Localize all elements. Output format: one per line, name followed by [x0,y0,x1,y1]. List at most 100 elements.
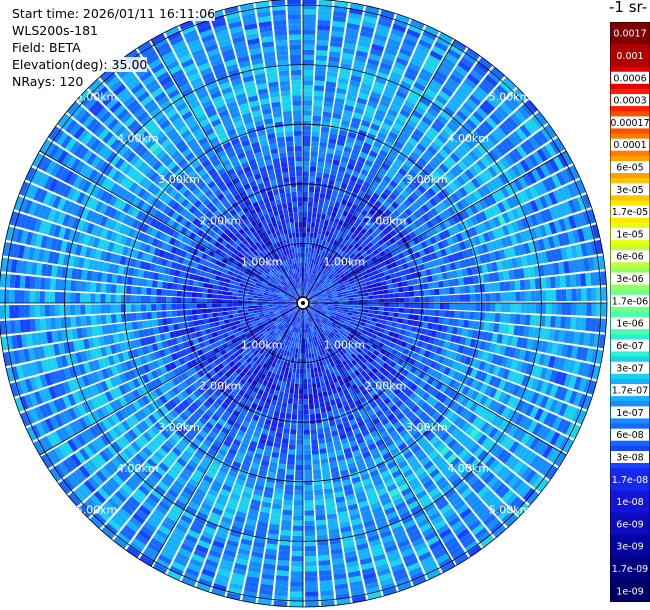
backscatter-cell [518,325,525,337]
backscatter-cell [396,239,404,247]
backscatter-cell [368,128,378,136]
backscatter-cell [556,343,564,356]
backscatter-cell [554,371,563,385]
backscatter-cell [484,373,493,385]
backscatter-cell [385,240,392,248]
backscatter-cell [353,249,360,256]
backscatter-cell [378,294,384,299]
backscatter-cell [566,288,572,302]
backscatter-cell [316,423,323,429]
backscatter-cell [304,282,306,288]
backscatter-cell [484,385,493,396]
backscatter-cell [364,265,371,271]
backscatter-cell [418,380,427,389]
backscatter-cell [400,341,408,348]
backscatter-cell [543,354,551,367]
backscatter-cell [346,212,353,220]
backscatter-cell [501,356,509,368]
backscatter-cell [356,45,370,53]
backscatter-cell [471,329,479,339]
backscatter-cell [448,516,461,528]
backscatter-cell [315,311,320,315]
backscatter-cell [366,385,374,393]
backscatter-cell [357,40,371,48]
backscatter-cell [563,438,574,454]
backscatter-cell [297,429,303,435]
backscatter-cell [428,245,436,253]
backscatter-cell [397,113,408,123]
backscatter-cell [425,268,432,276]
backscatter-cell [484,253,491,263]
backscatter-cell [413,284,419,291]
backscatter-cell [423,460,434,471]
backscatter-cell [350,261,356,267]
backscatter-cell [394,197,403,206]
backscatter-cell [310,268,314,274]
backscatter-cell [308,191,314,198]
backscatter-cell [313,303,319,305]
backscatter-cell [391,337,398,344]
backscatter-cell [566,183,577,198]
backscatter-cell [372,330,379,336]
backscatter-cell [346,314,352,319]
backscatter-cell [387,316,394,322]
backscatter-cell [320,234,325,241]
backscatter-cell [337,134,347,142]
backscatter-cell [428,316,434,323]
backscatter-cell [369,48,383,57]
backscatter-cell [418,249,426,257]
backscatter-cell [503,324,510,334]
backscatter-cell [292,525,303,531]
backscatter-cell [338,237,344,244]
backscatter-cell [435,331,442,339]
backscatter-cell [303,211,308,217]
backscatter-cell [492,228,501,239]
backscatter-cell [530,392,540,405]
backscatter-cell [452,224,460,234]
backscatter-cell [460,172,471,183]
backscatter-cell [401,385,410,394]
backscatter-cell [393,421,402,430]
backscatter-cell [326,71,338,78]
backscatter-cell [525,376,535,389]
backscatter-cell [322,297,328,300]
backscatter-cell [388,288,394,294]
backscatter-cell [282,397,288,404]
backscatter-cell [394,327,401,334]
backscatter-cell [494,176,504,188]
backscatter-cell [294,490,303,496]
backscatter-cell [399,150,410,159]
backscatter-cell [565,274,572,288]
backscatter-cell [309,166,317,172]
backscatter-cell [492,365,501,376]
backscatter-cell [601,303,607,317]
backscatter-cell [438,339,445,348]
backscatter-cell [559,372,568,386]
backscatter-cell [311,131,320,137]
backscatter-cell [374,200,382,208]
backscatter-cell [310,315,314,321]
backscatter-cell [316,277,321,283]
backscatter-cell [548,329,555,341]
backscatter-cell [378,149,388,158]
backscatter-cell [339,273,346,278]
backscatter-cell [303,389,308,395]
backscatter-cell [306,237,310,243]
backscatter-cell [539,367,548,380]
backscatter-cell [446,237,454,246]
backscatter-cell [374,227,382,235]
backscatter-cell [551,174,562,188]
backscatter-cell [417,452,428,462]
backscatter-cell [529,454,541,469]
backscatter-cell [420,356,428,365]
backscatter-cell [556,418,567,433]
backscatter-cell [465,455,477,467]
backscatter-cell [408,358,416,366]
backscatter-cell [335,144,344,151]
backscatter-cell [439,61,454,73]
backscatter-cell [318,397,325,403]
backscatter-cell [335,197,343,204]
backscatter-cell [545,290,552,302]
backscatter-cell [489,251,496,262]
backscatter-cell [303,176,309,182]
